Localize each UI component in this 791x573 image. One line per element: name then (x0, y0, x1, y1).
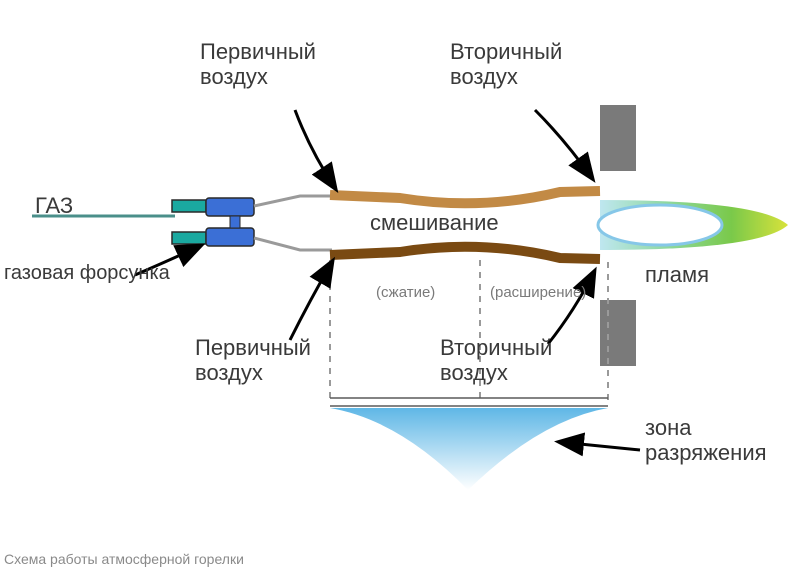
wall-bottom (600, 300, 636, 366)
gas-nozzle (172, 196, 332, 250)
label-secondary-air-bottom: Вторичный воздух (440, 335, 552, 386)
vacuum-triangle (330, 408, 608, 490)
label-expansion: (расширение) (490, 284, 586, 301)
label-mixing: смешивание (370, 210, 499, 235)
label-flame: пламя (645, 262, 709, 287)
wall-top (600, 105, 636, 171)
label-secondary-air-top: Вторичный воздух (450, 39, 562, 90)
callout-arrows (135, 110, 640, 450)
figure-caption: Схема работы атмосферной горелки (4, 551, 244, 567)
label-primary-air-top: Первичный воздух (200, 39, 316, 90)
label-primary-air-bottom: Первичный воздух (195, 335, 311, 386)
label-vacuum-zone: зона разряжения (645, 415, 767, 466)
label-nozzle: газовая форсунка (4, 262, 170, 285)
flame (598, 200, 788, 250)
label-compression: (сжатие) (376, 284, 435, 301)
label-gas: ГАЗ (35, 193, 73, 218)
